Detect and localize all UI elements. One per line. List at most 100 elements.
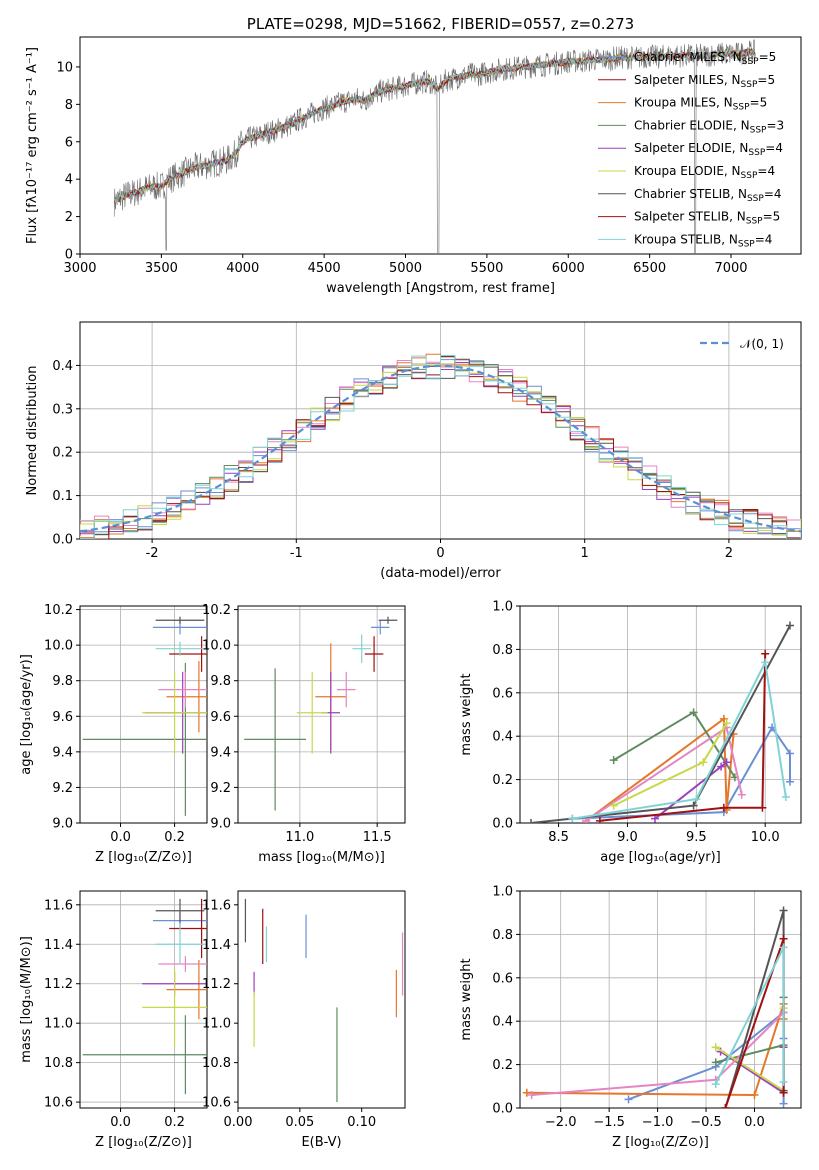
series-point [595, 816, 604, 823]
series-point [527, 819, 536, 823]
spectrum-xtick-label: 6000 [552, 261, 585, 276]
series-line [714, 946, 785, 1085]
series-point [779, 943, 788, 952]
weight-vs-age-xtick-label: 8.5 [548, 830, 569, 845]
spectrum-xtick-label: 3000 [63, 261, 96, 276]
residual-histogram [80, 355, 801, 539]
series-line [530, 625, 791, 823]
weight-vs-Z-series [522, 906, 788, 1108]
legend-label: Salpeter ELODIE, NSSP=4 [634, 141, 783, 158]
mass-vs-Z-ytick-label: 10.8 [44, 1056, 73, 1071]
age-vs-mass-axes [234, 605, 406, 827]
series-point [711, 1058, 720, 1067]
series-line [654, 761, 728, 820]
residuals-frame [79, 321, 802, 540]
series-line [572, 659, 787, 820]
mass-vs-EBV-ytick-label: 11.2 [202, 977, 231, 992]
age-vs-mass-points [244, 616, 398, 811]
age-vs-Z-ytick-label: 10.2 [44, 603, 73, 618]
normal-curve [80, 364, 801, 533]
age-vs-Z-axes [76, 605, 208, 827]
series-point [689, 708, 698, 717]
weight-vs-Z-xtick-label: −1.0 [642, 1115, 674, 1130]
residuals-xtick-label: 1 [581, 546, 589, 561]
residuals-ytick-label: 0.3 [52, 402, 73, 417]
chart-title: PLATE=0298, MJD=51662, FIBERID=0557, z=0… [247, 15, 634, 33]
series-point [779, 1088, 788, 1097]
spectrum-xtick-label: 7000 [714, 261, 747, 276]
mass-vs-EBV-xtick-label: 0.05 [285, 1115, 314, 1130]
legend-label: Kroupa ELODIE, NSSP=4 [634, 164, 775, 181]
weight-vs-age-ytick-label: 0.6 [492, 686, 513, 701]
spectrum-model-line [113, 48, 756, 203]
residuals-xlabel: (data-model)/error [380, 566, 501, 581]
spectrum-xtick-label: 6500 [633, 261, 666, 276]
spectrum-ytick-label: 8 [65, 98, 73, 113]
age-vs-Z-frame [79, 605, 208, 824]
mass-vs-EBV-ytick-label: 10.8 [202, 1056, 231, 1071]
series-point [711, 1043, 720, 1052]
mass-vs-EBV-frame [237, 890, 406, 1109]
weight-vs-Z-ytick-label: 0.4 [492, 1015, 513, 1030]
weight-vs-age-xtick-label: 10.0 [751, 830, 780, 845]
series-point [750, 1090, 759, 1099]
weight-vs-age-ytick-label: 1.0 [492, 600, 513, 615]
spectrum-data-line [113, 39, 756, 254]
age-vs-mass-ytick-label: 9.4 [210, 745, 231, 760]
weight-vs-age-axes [516, 605, 802, 827]
series-point [722, 719, 731, 728]
weight-vs-Z-axes [516, 890, 802, 1112]
series-point [785, 777, 794, 786]
residuals-ytick-label: 0.1 [52, 489, 73, 504]
age-vs-Z-xtick-label: 0.0 [110, 830, 131, 845]
age-vs-Z-ytick-label: 10.0 [44, 639, 73, 654]
spectrum-ytick-label: 6 [65, 135, 73, 150]
mass-vs-EBV-ytick-label: 11.6 [202, 898, 231, 913]
mass-vs-Z-ylabel: mass [log₁₀(M/M⊙)] [19, 936, 34, 1063]
spectrum-ylabel: Flux [fλ10⁻¹⁷ erg cm⁻² s⁻¹ A⁻¹] [25, 47, 40, 244]
series-point [785, 621, 794, 630]
series-point [721, 1104, 730, 1108]
residuals-xtick-label: -1 [290, 546, 303, 561]
age-vs-Z-xlabel: Z [log₁₀(Z/Z⊙)] [95, 850, 192, 865]
mass-vs-Z-ytick-label: 11.2 [44, 977, 73, 992]
spectrum-xtick-label: 3500 [145, 261, 178, 276]
weight-vs-Z-frame [519, 890, 802, 1109]
spectrum-ytick-label: 2 [65, 210, 73, 225]
series-point [719, 803, 728, 812]
series-point [781, 792, 790, 801]
weight-vs-Z-xtick-label: −1.5 [593, 1115, 625, 1130]
series-point [785, 749, 794, 758]
weight-vs-Z-ytick-label: 0.8 [492, 928, 513, 943]
series-point [609, 756, 618, 765]
age-vs-mass-xlabel: mass [log₁₀(M/M⊙)] [258, 850, 385, 865]
mass-vs-EBV-axes [234, 890, 406, 1112]
age-vs-Z-ytick-label: 9.4 [52, 745, 73, 760]
spectrum-xtick-label: 5000 [389, 261, 422, 276]
age-vs-mass-ytick-label: 9.8 [210, 674, 231, 689]
series-point [779, 1099, 788, 1108]
spectrum-frame [79, 36, 802, 255]
series-point [758, 803, 767, 812]
age-vs-mass-xtick-label: 11.0 [285, 830, 314, 845]
spectrum-ytick-label: 10 [56, 60, 73, 75]
series-point [719, 714, 728, 723]
weight-vs-age-ytick-label: 0.0 [492, 817, 513, 832]
weight-vs-age-series [527, 621, 794, 823]
mass-vs-Z-frame [79, 890, 208, 1109]
spectrum-xtick-label: 4500 [308, 261, 341, 276]
weight-vs-Z-xlabel: Z [log₁₀(Z/Z⊙)] [612, 1135, 709, 1150]
age-vs-mass-ytick-label: 10.0 [202, 639, 231, 654]
mass-vs-Z-xtick-label: 0.0 [110, 1115, 131, 1130]
legend-label: Salpeter MILES, NSSP=5 [634, 73, 775, 90]
legend-label: Salpeter STELIB, NSSP=5 [634, 210, 780, 227]
spectrum-xlabel: wavelength [Angstrom, rest frame] [326, 281, 555, 296]
series-point [582, 816, 591, 823]
age-vs-Z-ylabel: age [log₁₀(age/yr)] [19, 654, 34, 775]
age-vs-mass-ytick-label: 9.6 [210, 710, 231, 725]
age-vs-Z-ytick-label: 9.8 [52, 674, 73, 689]
residuals-xtick-label: 0 [436, 546, 444, 561]
spectrum-xtick-label: 5500 [470, 261, 503, 276]
series-point [692, 795, 701, 804]
